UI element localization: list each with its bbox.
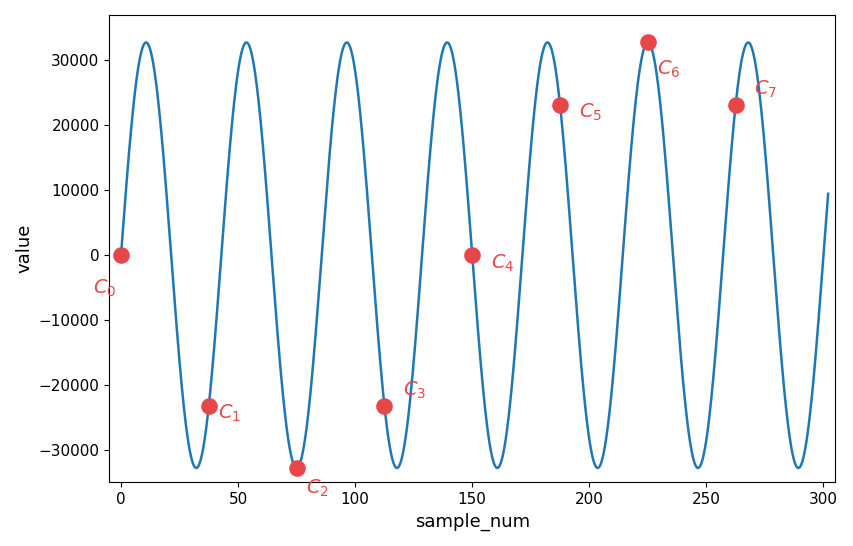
- Point: [201, 401, 215, 410]
- Text: $C_{1}$: $C_{1}$: [218, 402, 241, 424]
- Point: [728, 100, 741, 109]
- Point: [289, 464, 303, 472]
- Point: [641, 38, 654, 47]
- Text: $C_{4}$: $C_{4}$: [490, 252, 514, 274]
- Point: [114, 251, 128, 259]
- Text: $C_{3}$: $C_{3}$: [403, 380, 426, 401]
- Point: [553, 100, 566, 109]
- Y-axis label: value: value: [15, 224, 33, 274]
- Text: $C_{5}$: $C_{5}$: [578, 102, 601, 123]
- Text: $C_{7}$: $C_{7}$: [753, 79, 776, 100]
- Text: $C_{0}$: $C_{0}$: [93, 278, 116, 299]
- Point: [377, 401, 391, 410]
- Point: [465, 251, 479, 259]
- Text: $C_{2}$: $C_{2}$: [305, 478, 328, 499]
- X-axis label: sample_num: sample_num: [415, 513, 529, 531]
- Text: $C_{6}$: $C_{6}$: [657, 59, 680, 80]
